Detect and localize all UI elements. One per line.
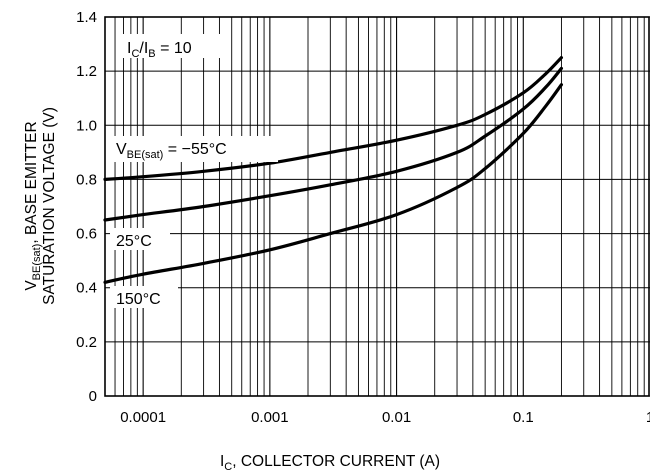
y-tick-label: 0.8 [76, 171, 97, 188]
y-tick-label: 1.4 [76, 9, 97, 26]
y-tick-label: 0.4 [76, 280, 97, 297]
annotation-150-bg [110, 286, 178, 308]
x-tick-label: 0.1 [513, 409, 534, 426]
grid-lines [104, 16, 650, 397]
annotation-minus55: VBE(sat) = −55°C [116, 141, 227, 161]
annotation-minus55-bg [110, 136, 278, 162]
y-axis-title-line2: SATURATION VOLTAGE (V) [41, 107, 58, 305]
x-tick-label: 0.001 [251, 409, 289, 426]
x-tick-label: 0.0001 [120, 409, 166, 426]
annotation-25-bg [110, 228, 170, 250]
y-tick-label: 0.6 [76, 226, 97, 243]
condition-label: IC/IB = 10 [127, 40, 192, 60]
x-tick-label: 0.01 [382, 409, 411, 426]
plot-frame [104, 16, 650, 397]
y-tick-label: 0.2 [76, 334, 97, 351]
annotation-25: 25°C [116, 233, 152, 250]
y-tick-labels: 0 0.2 0.4 0.6 0.8 1.0 1.2 1.4 [76, 9, 97, 405]
y-axis-title-line1: VBE(sat), BASE EMITTER [23, 121, 43, 290]
condition-label-bg [118, 34, 230, 58]
x-tick-label: 1 [646, 409, 650, 426]
series-layer [103, 56, 563, 284]
series-line-150 [103, 83, 563, 284]
annotation-150: 150°C [116, 291, 161, 308]
x-axis-title: IC, COLLECTOR CURRENT (A) [220, 453, 440, 472]
series-line--55 [103, 56, 563, 181]
y-tick-label: 1.2 [76, 63, 97, 80]
y-tick-label: 0 [89, 388, 97, 405]
x-tick-labels: 0.0001 0.001 0.01 0.1 1 [120, 409, 650, 426]
series-line-25 [103, 66, 563, 222]
y-axis-title: VBE(sat), BASE EMITTER SATURATION VOLTAG… [23, 107, 58, 305]
y-tick-label: 1.0 [76, 117, 97, 134]
